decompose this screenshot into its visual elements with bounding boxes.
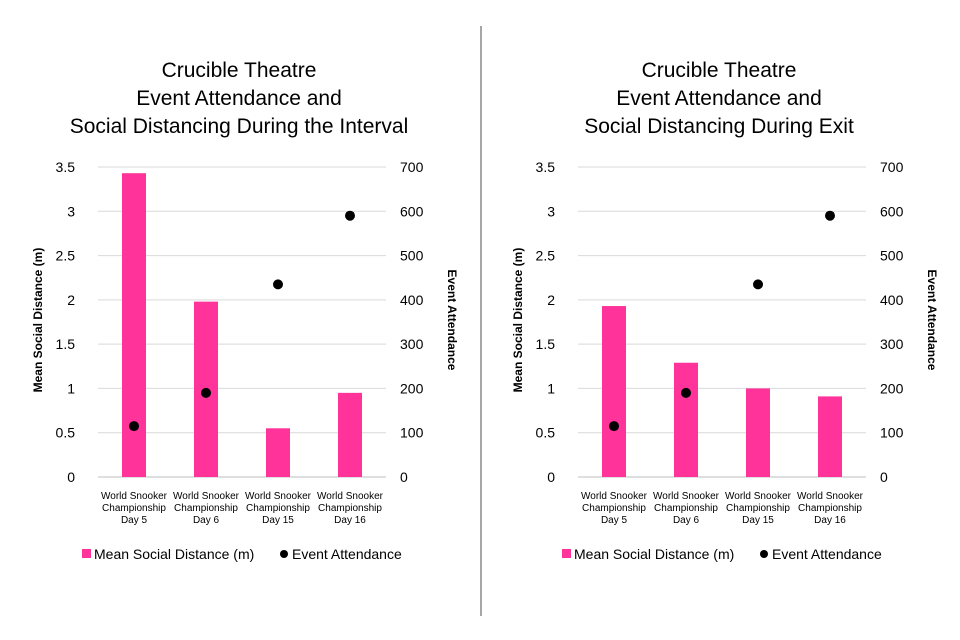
x-tick-label: Championship [318, 503, 382, 514]
y-tick-label: 1 [67, 380, 75, 396]
bar [674, 362, 698, 477]
y-tick-label: 2.5 [56, 248, 76, 264]
x-tick-label: World Snooker [725, 491, 792, 502]
y2-tick-label: 700 [880, 159, 904, 175]
x-tick-label: World Snooker [797, 491, 864, 502]
y2-tick-label: 500 [400, 248, 424, 264]
x-tick-label: Day 5 [601, 515, 628, 526]
chart-title-line: Crucible Theatre [642, 59, 797, 82]
y2-axis-title: Event Attendance [445, 270, 459, 371]
y2-tick-label: 100 [400, 425, 424, 441]
chart-title-line: Social Distancing During the Interval [70, 115, 409, 138]
legend-label: Event Attendance [772, 546, 882, 562]
y-tick-label: 1 [547, 380, 555, 396]
chart-interval: Crucible Theatre Event Attendance and Soci… [31, 59, 459, 562]
x-tick-label: Day 5 [121, 515, 148, 526]
y-tick-label: 3.5 [536, 159, 556, 175]
x-tick-label: Day 15 [742, 515, 774, 526]
x-tick-label: World Snooker [101, 491, 168, 502]
y-tick-label: 0.5 [56, 425, 76, 441]
data-point [681, 387, 691, 398]
data-point [273, 279, 283, 290]
y-tick-label: 3 [547, 203, 555, 219]
y2-tick-label: 0 [400, 469, 408, 485]
bar [746, 388, 770, 477]
bar [602, 306, 626, 477]
x-tick-label: Championship [726, 503, 790, 514]
bar [122, 173, 146, 477]
legend-label: Mean Social Distance (m) [574, 546, 734, 562]
legend-swatch-point [280, 550, 288, 558]
y-axis-title: Mean Social Distance (m) [31, 248, 45, 393]
y-tick-label: 0 [67, 469, 75, 485]
data-point [609, 421, 619, 432]
y-tick-label: 2.5 [536, 248, 556, 264]
y2-tick-label: 500 [880, 248, 904, 264]
y2-tick-label: 200 [400, 380, 424, 396]
y-tick-label: 3 [67, 203, 75, 219]
bar [338, 392, 362, 477]
y-tick-label: 0.5 [536, 425, 556, 441]
y-axis-title: Mean Social Distance (m) [511, 248, 525, 393]
x-tick-label: Day 15 [262, 515, 294, 526]
chart-title-line: Event Attendance and [616, 87, 822, 110]
x-tick-label: World Snooker [317, 491, 384, 502]
chart-exit: Crucible Theatre Event Attendance and Soci… [511, 59, 939, 562]
y-tick-label: 2 [547, 292, 555, 308]
y2-tick-label: 600 [400, 203, 424, 219]
x-tick-label: World Snooker [173, 491, 240, 502]
y-tick-label: 3.5 [56, 159, 76, 175]
x-tick-label: Championship [798, 503, 862, 514]
legend-swatch-bar [82, 549, 91, 558]
y2-tick-label: 700 [400, 159, 424, 175]
x-tick-label: Championship [582, 503, 646, 514]
x-tick-label: Championship [654, 503, 718, 514]
y2-tick-label: 300 [880, 336, 904, 352]
y-tick-label: 1.5 [56, 336, 76, 352]
data-point [825, 210, 835, 221]
legend-swatch-bar [562, 549, 571, 558]
x-tick-label: World Snooker [653, 491, 720, 502]
y-tick-label: 2 [67, 292, 75, 308]
x-tick-label: Day 16 [334, 515, 366, 526]
data-point [345, 210, 355, 221]
x-tick-label: Championship [102, 503, 166, 514]
y2-tick-label: 400 [400, 292, 424, 308]
panel-divider [480, 26, 482, 616]
data-point [753, 279, 763, 290]
x-tick-label: World Snooker [245, 491, 312, 502]
data-point [201, 387, 211, 398]
x-tick-label: Day 16 [814, 515, 846, 526]
data-point [129, 421, 139, 432]
bar [266, 428, 290, 477]
y-tick-label: 1.5 [536, 336, 556, 352]
chart-title-line: Social Distancing During Exit [584, 115, 854, 138]
y2-axis-title: Event Attendance [925, 270, 939, 371]
legend-swatch-point [760, 550, 768, 558]
y2-tick-label: 200 [880, 380, 904, 396]
x-tick-label: World Snooker [581, 491, 648, 502]
y2-tick-label: 600 [880, 203, 904, 219]
legend-label: Event Attendance [292, 546, 402, 562]
legend-label: Mean Social Distance (m) [94, 546, 254, 562]
y2-tick-label: 100 [880, 425, 904, 441]
x-tick-label: Day 6 [193, 515, 220, 526]
x-tick-label: Championship [246, 503, 310, 514]
chart-title-line: Event Attendance and [136, 87, 342, 110]
y-tick-label: 0 [547, 469, 555, 485]
x-tick-label: Day 6 [673, 515, 700, 526]
y2-tick-label: 0 [880, 469, 888, 485]
bar [818, 396, 842, 477]
x-tick-label: Championship [174, 503, 238, 514]
chart-title-line: Crucible Theatre [162, 59, 317, 82]
y2-tick-label: 400 [880, 292, 904, 308]
y2-tick-label: 300 [400, 336, 424, 352]
